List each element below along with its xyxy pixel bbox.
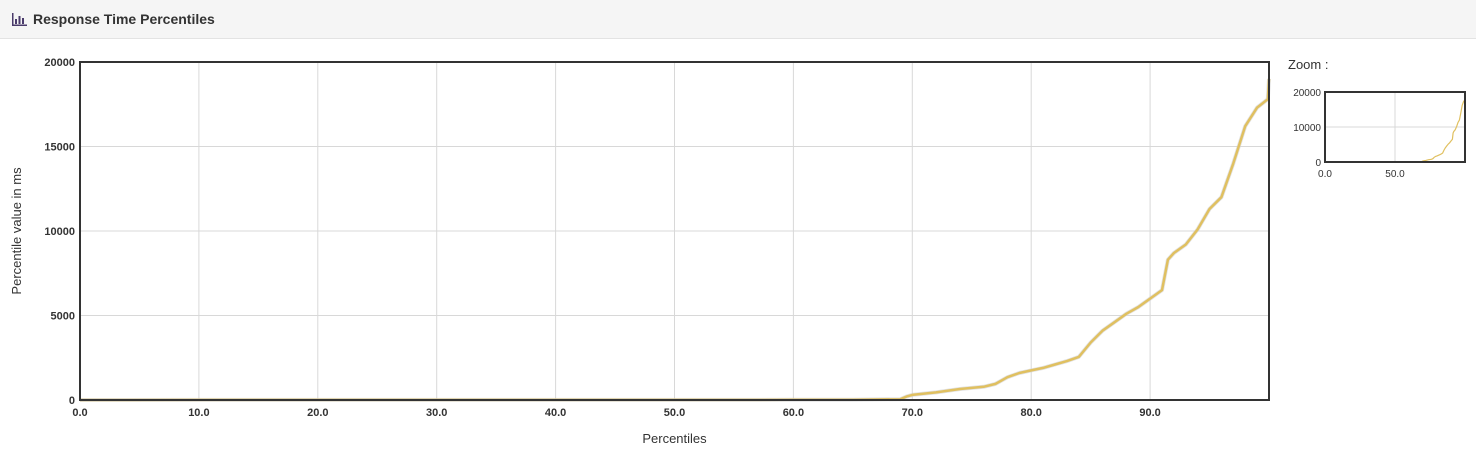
zoom-y-tick-label: 10000 [1293,123,1321,134]
chart-title: Response Time Percentiles [33,11,215,27]
zoom-y-tick-label: 0 [1315,158,1321,169]
y-tick-label: 10000 [44,226,75,238]
zoom-x-tick-label: 50.0 [1385,169,1405,180]
x-tick-label: 90.0 [1139,407,1160,419]
main-chart[interactable]: 0.0 10.0 20.0 30.0 40.0 50.0 60.0 70.0 80.0 90.0 0… [0,40,1280,454]
y-tick-label: 20000 [44,57,75,69]
x-tick-label: 10.0 [188,407,209,419]
x-axis-label: Percentiles [642,431,707,446]
x-tick-label: 30.0 [426,407,447,419]
zoom-label: Zoom : [1288,57,1329,72]
panel-title: Response Time Percentiles [12,11,215,27]
x-tick-label: 40.0 [545,407,566,419]
y-tick-label: 0 [69,395,75,407]
zoom-chart[interactable]: 0 10000 20000 0.0 50.0 [1290,82,1470,182]
y-axis-label: Percentile value in ms [9,167,24,295]
zoom-y-tick-label: 20000 [1293,88,1321,99]
x-tick-label: 80.0 [1020,407,1041,419]
zoom-x-tick-label: 0.0 [1318,169,1332,180]
y-tick-label: 15000 [44,142,75,154]
bar-chart-icon [12,12,27,26]
x-tick-label: 0.0 [72,407,87,419]
x-tick-label: 50.0 [664,407,685,419]
x-tick-label: 20.0 [307,407,328,419]
zoom-plot-border [1324,91,1466,163]
x-tick-label: 70.0 [902,407,923,419]
x-tick-label: 60.0 [783,407,804,419]
plot-border [79,61,1270,401]
y-tick-label: 5000 [51,311,75,323]
panel-header: Response Time Percentiles [0,0,1476,39]
